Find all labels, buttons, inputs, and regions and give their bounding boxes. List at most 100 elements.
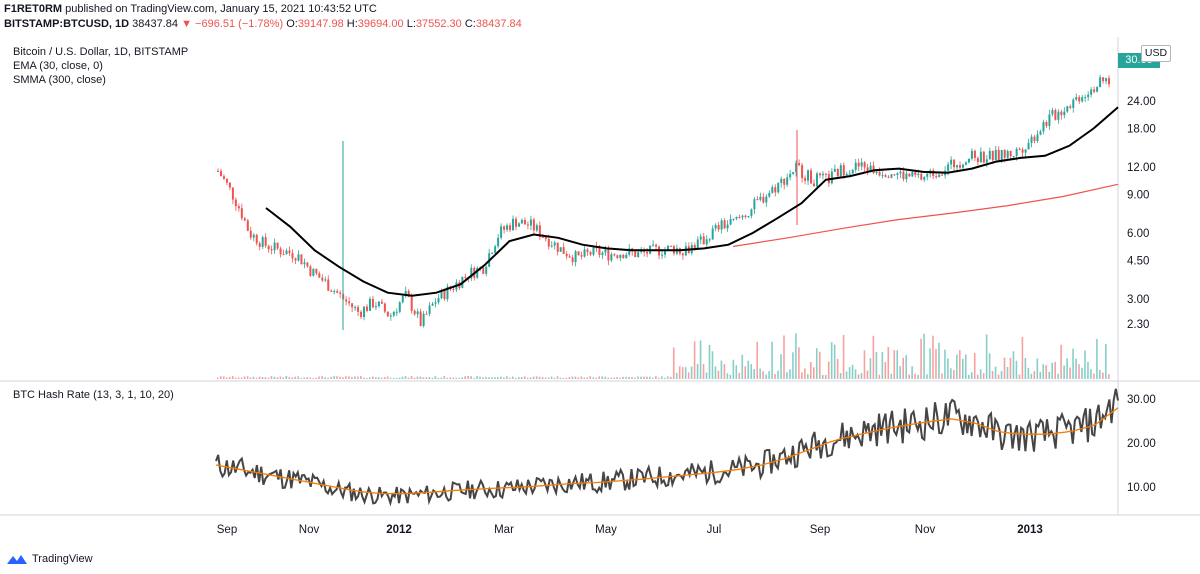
candle-body xyxy=(765,196,768,203)
volume-bar xyxy=(830,342,833,379)
candle-body xyxy=(523,219,526,225)
volume-bar xyxy=(723,363,726,379)
volume-bar xyxy=(240,377,243,379)
candle-body xyxy=(586,249,589,253)
volume-bar xyxy=(371,376,374,379)
legend-smma[interactable]: SMMA (300, close) xyxy=(13,74,106,86)
volume-bar xyxy=(693,341,696,379)
volume-bar xyxy=(1021,336,1024,379)
candle-body xyxy=(959,165,962,168)
volume-bar xyxy=(1036,358,1039,379)
volume-bar xyxy=(550,376,553,379)
price-tick-label: 24.00 xyxy=(1127,96,1156,108)
candle-body xyxy=(485,266,488,274)
volume-bar xyxy=(827,361,830,379)
time-axis[interactable]: Sep Nov 2012 Mar May Jul Sep Nov 2013 xyxy=(217,524,1043,536)
candle-body xyxy=(553,242,556,246)
candle-body xyxy=(926,173,929,177)
low-label: L: xyxy=(406,18,416,30)
volume-bar xyxy=(488,377,490,379)
volume-bar xyxy=(750,364,753,379)
volume-bar xyxy=(255,377,258,379)
candle-body xyxy=(932,170,935,177)
candle-body xyxy=(544,236,547,240)
candle-body xyxy=(1081,97,1084,102)
candle-body xyxy=(997,149,1000,161)
author-name[interactable]: F1RET0RM xyxy=(4,3,63,15)
candle-body xyxy=(219,171,222,177)
candle-body xyxy=(941,174,944,176)
volume-bar xyxy=(598,376,601,379)
volume-bar xyxy=(1051,362,1053,379)
candle-body xyxy=(953,159,956,168)
volume-bar xyxy=(1063,365,1065,379)
volume-bar xyxy=(839,373,842,379)
volume-bar xyxy=(622,376,624,379)
volume-bar xyxy=(1033,371,1036,379)
hash-tick-label: 20.00 xyxy=(1127,438,1156,450)
volume-bar xyxy=(789,369,791,379)
brand-label[interactable]: TradingView xyxy=(32,553,93,565)
candle-body xyxy=(976,158,979,163)
legend-hash-rate[interactable]: BTC Hash Rate (13, 3, 1, 10, 20) xyxy=(13,389,174,401)
hash-axis[interactable]: 10.00 20.00 30.00 xyxy=(1127,394,1156,494)
volume-bar xyxy=(833,344,836,379)
volume-bar xyxy=(571,376,574,379)
currency-button[interactable]: USD xyxy=(1141,45,1171,62)
volume-bar xyxy=(720,360,723,379)
volume-bar xyxy=(768,371,770,379)
volume-bar xyxy=(938,342,940,379)
candle-body xyxy=(854,162,857,170)
candle-body xyxy=(813,183,815,187)
down-arrow-icon: ▼ xyxy=(181,18,192,30)
volume-bar xyxy=(628,376,630,379)
candle-body xyxy=(1096,87,1099,92)
candle-body xyxy=(908,173,911,177)
volume-bar xyxy=(920,338,922,379)
candle-body xyxy=(598,248,601,256)
volume-bar xyxy=(899,366,902,379)
volume-bar xyxy=(726,373,729,379)
volume-bar xyxy=(401,376,404,379)
candle-body xyxy=(377,301,380,307)
volume-bar xyxy=(643,376,645,379)
volume-bar xyxy=(440,377,443,379)
volume-bar xyxy=(613,377,615,379)
volume-bar xyxy=(431,377,434,379)
candle-body xyxy=(732,218,735,220)
candle-body xyxy=(517,223,520,227)
volume-bar xyxy=(476,376,478,379)
last-price: 38437.84 xyxy=(132,18,179,30)
candle-body xyxy=(762,196,765,203)
volume-bar xyxy=(357,376,359,379)
candle-body xyxy=(410,296,413,311)
candle-body xyxy=(535,225,538,231)
volume-bar xyxy=(512,376,514,379)
volume-bar xyxy=(893,350,896,379)
candle-body xyxy=(1009,150,1012,157)
legend-ema[interactable]: EMA (30, close, 0) xyxy=(13,60,103,72)
candle-body xyxy=(702,236,705,245)
time-tick-label: May xyxy=(595,524,617,536)
candle-body xyxy=(547,239,550,247)
volume-bar xyxy=(1069,367,1071,379)
candle-body xyxy=(824,173,827,175)
volume-bar xyxy=(258,376,261,379)
volume-bar xyxy=(735,365,738,379)
candle-body xyxy=(327,279,330,291)
candle-body xyxy=(1078,97,1081,102)
candle-body xyxy=(920,173,923,180)
candle-body xyxy=(395,311,398,313)
volume-bar xyxy=(264,377,267,379)
volume-bar xyxy=(786,372,788,379)
candle-body xyxy=(571,257,574,263)
candle-body xyxy=(321,277,324,281)
candle-body xyxy=(634,251,637,257)
legend-main[interactable]: Bitcoin / U.S. Dollar, 1D, BITSTAMP xyxy=(13,46,189,58)
volume-bar xyxy=(848,367,851,379)
volume-bar xyxy=(479,376,481,379)
candle-body xyxy=(336,291,339,293)
volume-bar xyxy=(690,366,693,379)
